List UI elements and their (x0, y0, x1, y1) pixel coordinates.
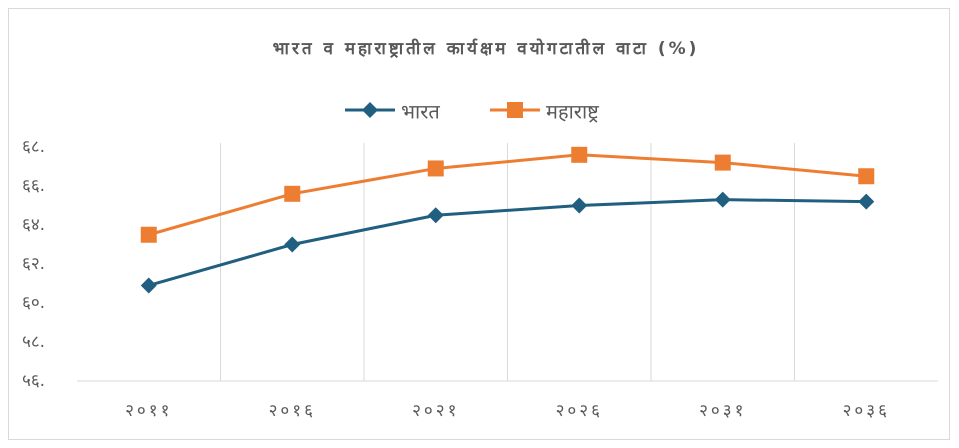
point (571, 197, 588, 214)
y-tick-label: ६०. (22, 293, 45, 313)
x-tick-label: २०३६ (843, 401, 890, 421)
x-tick-label: २०१६ (269, 401, 316, 421)
legend-marker (362, 102, 378, 118)
point (714, 191, 731, 208)
point (140, 226, 157, 243)
legend-label: भारत (401, 100, 440, 124)
point (858, 168, 875, 185)
point (571, 146, 588, 163)
chart-frame (8, 8, 950, 440)
y-tick-label: ६४. (22, 215, 45, 235)
point (427, 160, 444, 177)
point (858, 193, 875, 210)
y-tick-label: ५६. (22, 371, 45, 391)
legend-marker (507, 102, 523, 118)
point (284, 185, 301, 202)
x-tick-label: २०२६ (556, 401, 603, 421)
series-line (148, 198, 867, 287)
point (427, 207, 444, 224)
point (714, 154, 731, 171)
legend-label: महाराष्ट्र (546, 100, 599, 124)
y-tick-label: ६२. (22, 254, 45, 274)
point (284, 236, 301, 253)
series-line (148, 153, 867, 237)
x-tick-label: २०३१ (699, 401, 746, 421)
chart-title: भारत व महाराष्ट्रातील कार्यक्षम वयोगटाती… (273, 38, 700, 59)
x-tick-label: २०२१ (412, 401, 459, 421)
y-tick-label: ५८. (22, 332, 45, 352)
y-tick-label: ६८. (22, 137, 45, 157)
point (140, 277, 157, 294)
x-tick-label: २०११ (125, 401, 172, 421)
y-tick-label: ६६. (22, 176, 45, 196)
